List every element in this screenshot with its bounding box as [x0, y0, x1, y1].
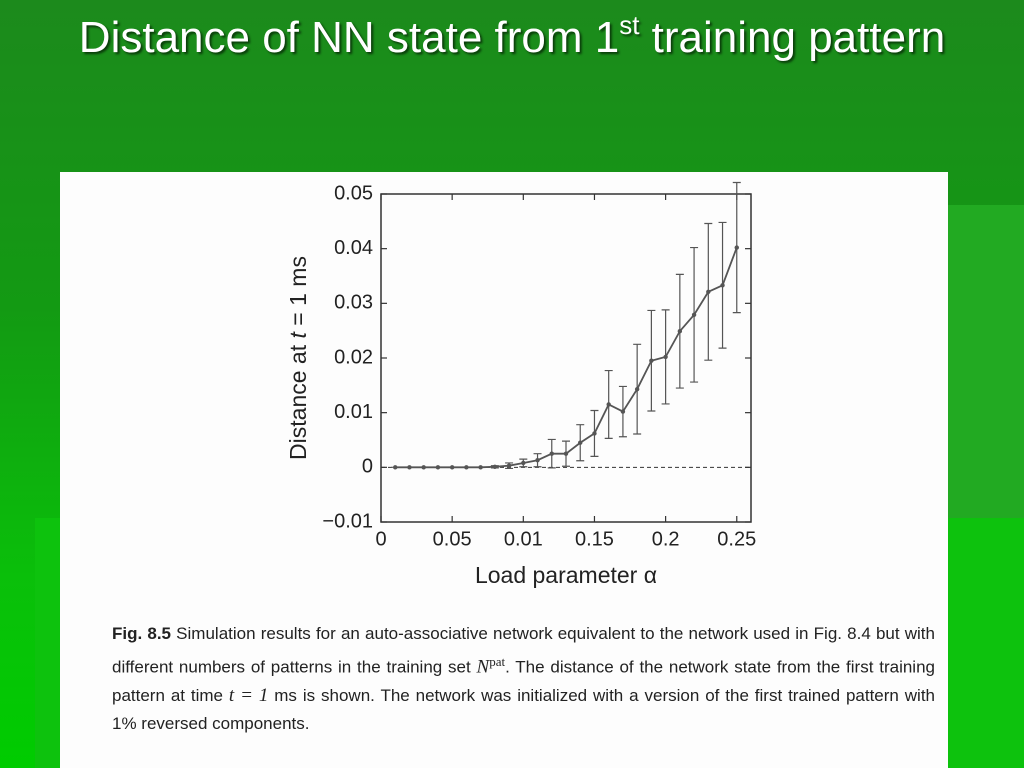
caption-text: . The distance of the network state from… [112, 657, 935, 705]
x-tick-label: 0.25 [717, 528, 756, 550]
data-point [606, 402, 611, 407]
x-tick-label: 0.05 [433, 528, 472, 550]
x-tick-label: 0 [375, 528, 386, 550]
data-point [663, 354, 668, 360]
data-point [435, 465, 441, 470]
x-tick-label: 0.2 [652, 528, 680, 550]
data-point [506, 463, 512, 468]
caption-label: Fig. 8.5 [112, 624, 172, 643]
y-label-text: = 1 ms [285, 256, 311, 332]
title-text: Distance of NN state from 1 [78, 13, 620, 62]
data-point [720, 283, 725, 288]
y-label-italic: t [285, 331, 311, 339]
y-tick-label: 0.04 [334, 237, 373, 259]
data-point [734, 245, 739, 250]
y-tick-label: 0.03 [334, 292, 373, 314]
x-tick-label: 0.15 [575, 528, 614, 550]
y-tick-label: 0.05 [334, 182, 373, 204]
x-tick-label: 0.01 [504, 528, 543, 550]
y-tick-label: 0 [362, 456, 373, 478]
data-point [464, 465, 469, 470]
title-text: training pattern [639, 13, 946, 62]
data-point [492, 464, 498, 469]
chart: Distance at t = 1 ms Load parameter α −0… [285, 181, 756, 588]
data-point [649, 358, 654, 363]
data-point [592, 431, 597, 436]
title-superscript: st [619, 10, 640, 40]
caption-text: Simulation results for an auto-associati… [112, 624, 935, 677]
y-tick-label: 0.02 [334, 346, 373, 368]
y-tick-label: −0.01 [322, 510, 373, 532]
data-point [578, 440, 583, 445]
data-point [478, 465, 483, 470]
data-point [691, 312, 697, 318]
data-point [620, 409, 626, 414]
caption-math: pat [489, 654, 506, 669]
figure-caption: Fig. 8.5 Simulation results for an auto-… [112, 620, 935, 738]
y-tick-label: 0.01 [334, 401, 373, 423]
data-point [421, 465, 426, 470]
data-point [521, 460, 526, 466]
caption-text: ms is shown. The network was initialized… [112, 685, 936, 733]
figure-page [60, 172, 948, 768]
plot-frame [380, 193, 752, 523]
data-point [677, 329, 683, 334]
data-point [535, 458, 540, 463]
y-label-text: Distance at [285, 339, 311, 460]
data-point [563, 451, 569, 456]
caption-math: t = 1 [228, 684, 269, 706]
data-point [407, 465, 412, 470]
x-axis-label: Load parameter α [475, 562, 657, 588]
slide-title: Distance of NN state from 1st training p… [60, 10, 964, 66]
data-point [393, 465, 398, 470]
data-line [395, 247, 738, 469]
caption-math: N [476, 656, 490, 678]
data-point [549, 451, 554, 456]
data-point [634, 386, 640, 392]
y-axis-label: Distance at t = 1 ms [285, 256, 311, 460]
data-point [706, 289, 711, 295]
data-point [449, 465, 455, 470]
